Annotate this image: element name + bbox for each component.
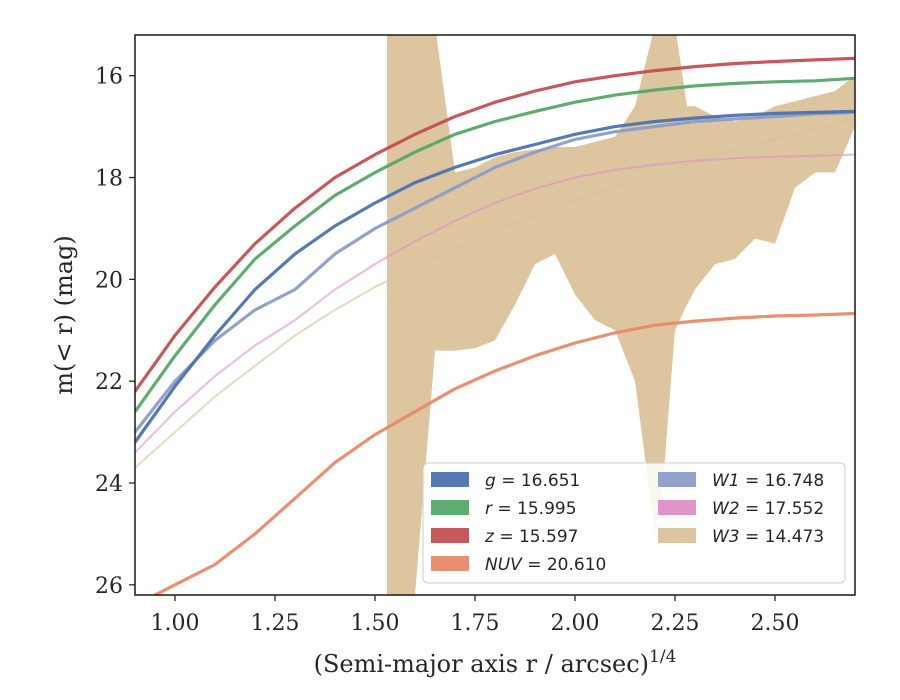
y-tick-label: 20: [95, 268, 123, 293]
series-line-w3: [135, 118, 855, 469]
y-axis-label: m(< r) (mag): [50, 235, 78, 394]
legend-swatch-r: [431, 500, 469, 515]
x-tick-label: 2.25: [651, 611, 700, 636]
plot-area: [135, 35, 855, 595]
series-line-z: [135, 56, 855, 393]
legend-label-w1: W1 = 16.748: [712, 471, 824, 491]
legend-label-z: z = 15.597: [484, 527, 578, 547]
plot-frame: [134, 34, 856, 596]
series-line-r: [135, 76, 855, 414]
legend-label-nuv: NUV = 20.610: [485, 555, 606, 575]
x-axis-label: (Semi-major axis r / arcsec)1/4: [314, 647, 677, 678]
x-tick-label: 1.50: [351, 611, 400, 636]
series-line-w1: [135, 110, 855, 434]
y-tick-label: 26: [95, 574, 123, 599]
y-tick-label: 16: [95, 65, 123, 90]
x-axis: 1.00 1.25 1.50 1.75 2.00 2.25 2.50: [151, 595, 800, 636]
legend-swatch-g: [431, 472, 469, 487]
legend-label-r: r = 15.995: [485, 499, 577, 519]
legend: g = 16.651 r = 15.995 z = 15.597 NUV = 20.6…: [422, 462, 846, 584]
x-tick-label: 1.25: [251, 611, 300, 636]
w3-uncertainty-band: [387, 35, 855, 595]
legend-label-g: g = 16.651: [485, 471, 580, 491]
legend-swatch-w1: [658, 472, 696, 487]
legend-swatch-z: [431, 528, 469, 543]
series-line-nuv: [151, 311, 855, 595]
legend-swatch-nuv: [431, 556, 469, 571]
x-tick-label: 1.75: [451, 611, 500, 636]
legend-label-w3: W3 = 14.473: [712, 527, 824, 547]
legend-label-w2: W2 = 17.552: [712, 499, 824, 519]
x-tick-label: 2.00: [551, 611, 600, 636]
legend-swatch-w2: [658, 500, 696, 515]
legend-box: [422, 462, 846, 584]
x-tick-label: 1.00: [151, 611, 200, 636]
series-line-w2: [135, 153, 855, 454]
y-tick-label: 24: [95, 472, 123, 497]
y-axis: 16 18 20 22 24 26: [95, 65, 135, 599]
y-tick-label: 18: [95, 167, 123, 192]
series-line-g: [135, 109, 855, 444]
legend-swatch-w3: [658, 528, 696, 543]
x-tick-label: 2.50: [751, 611, 800, 636]
y-tick-label: 22: [95, 370, 123, 395]
